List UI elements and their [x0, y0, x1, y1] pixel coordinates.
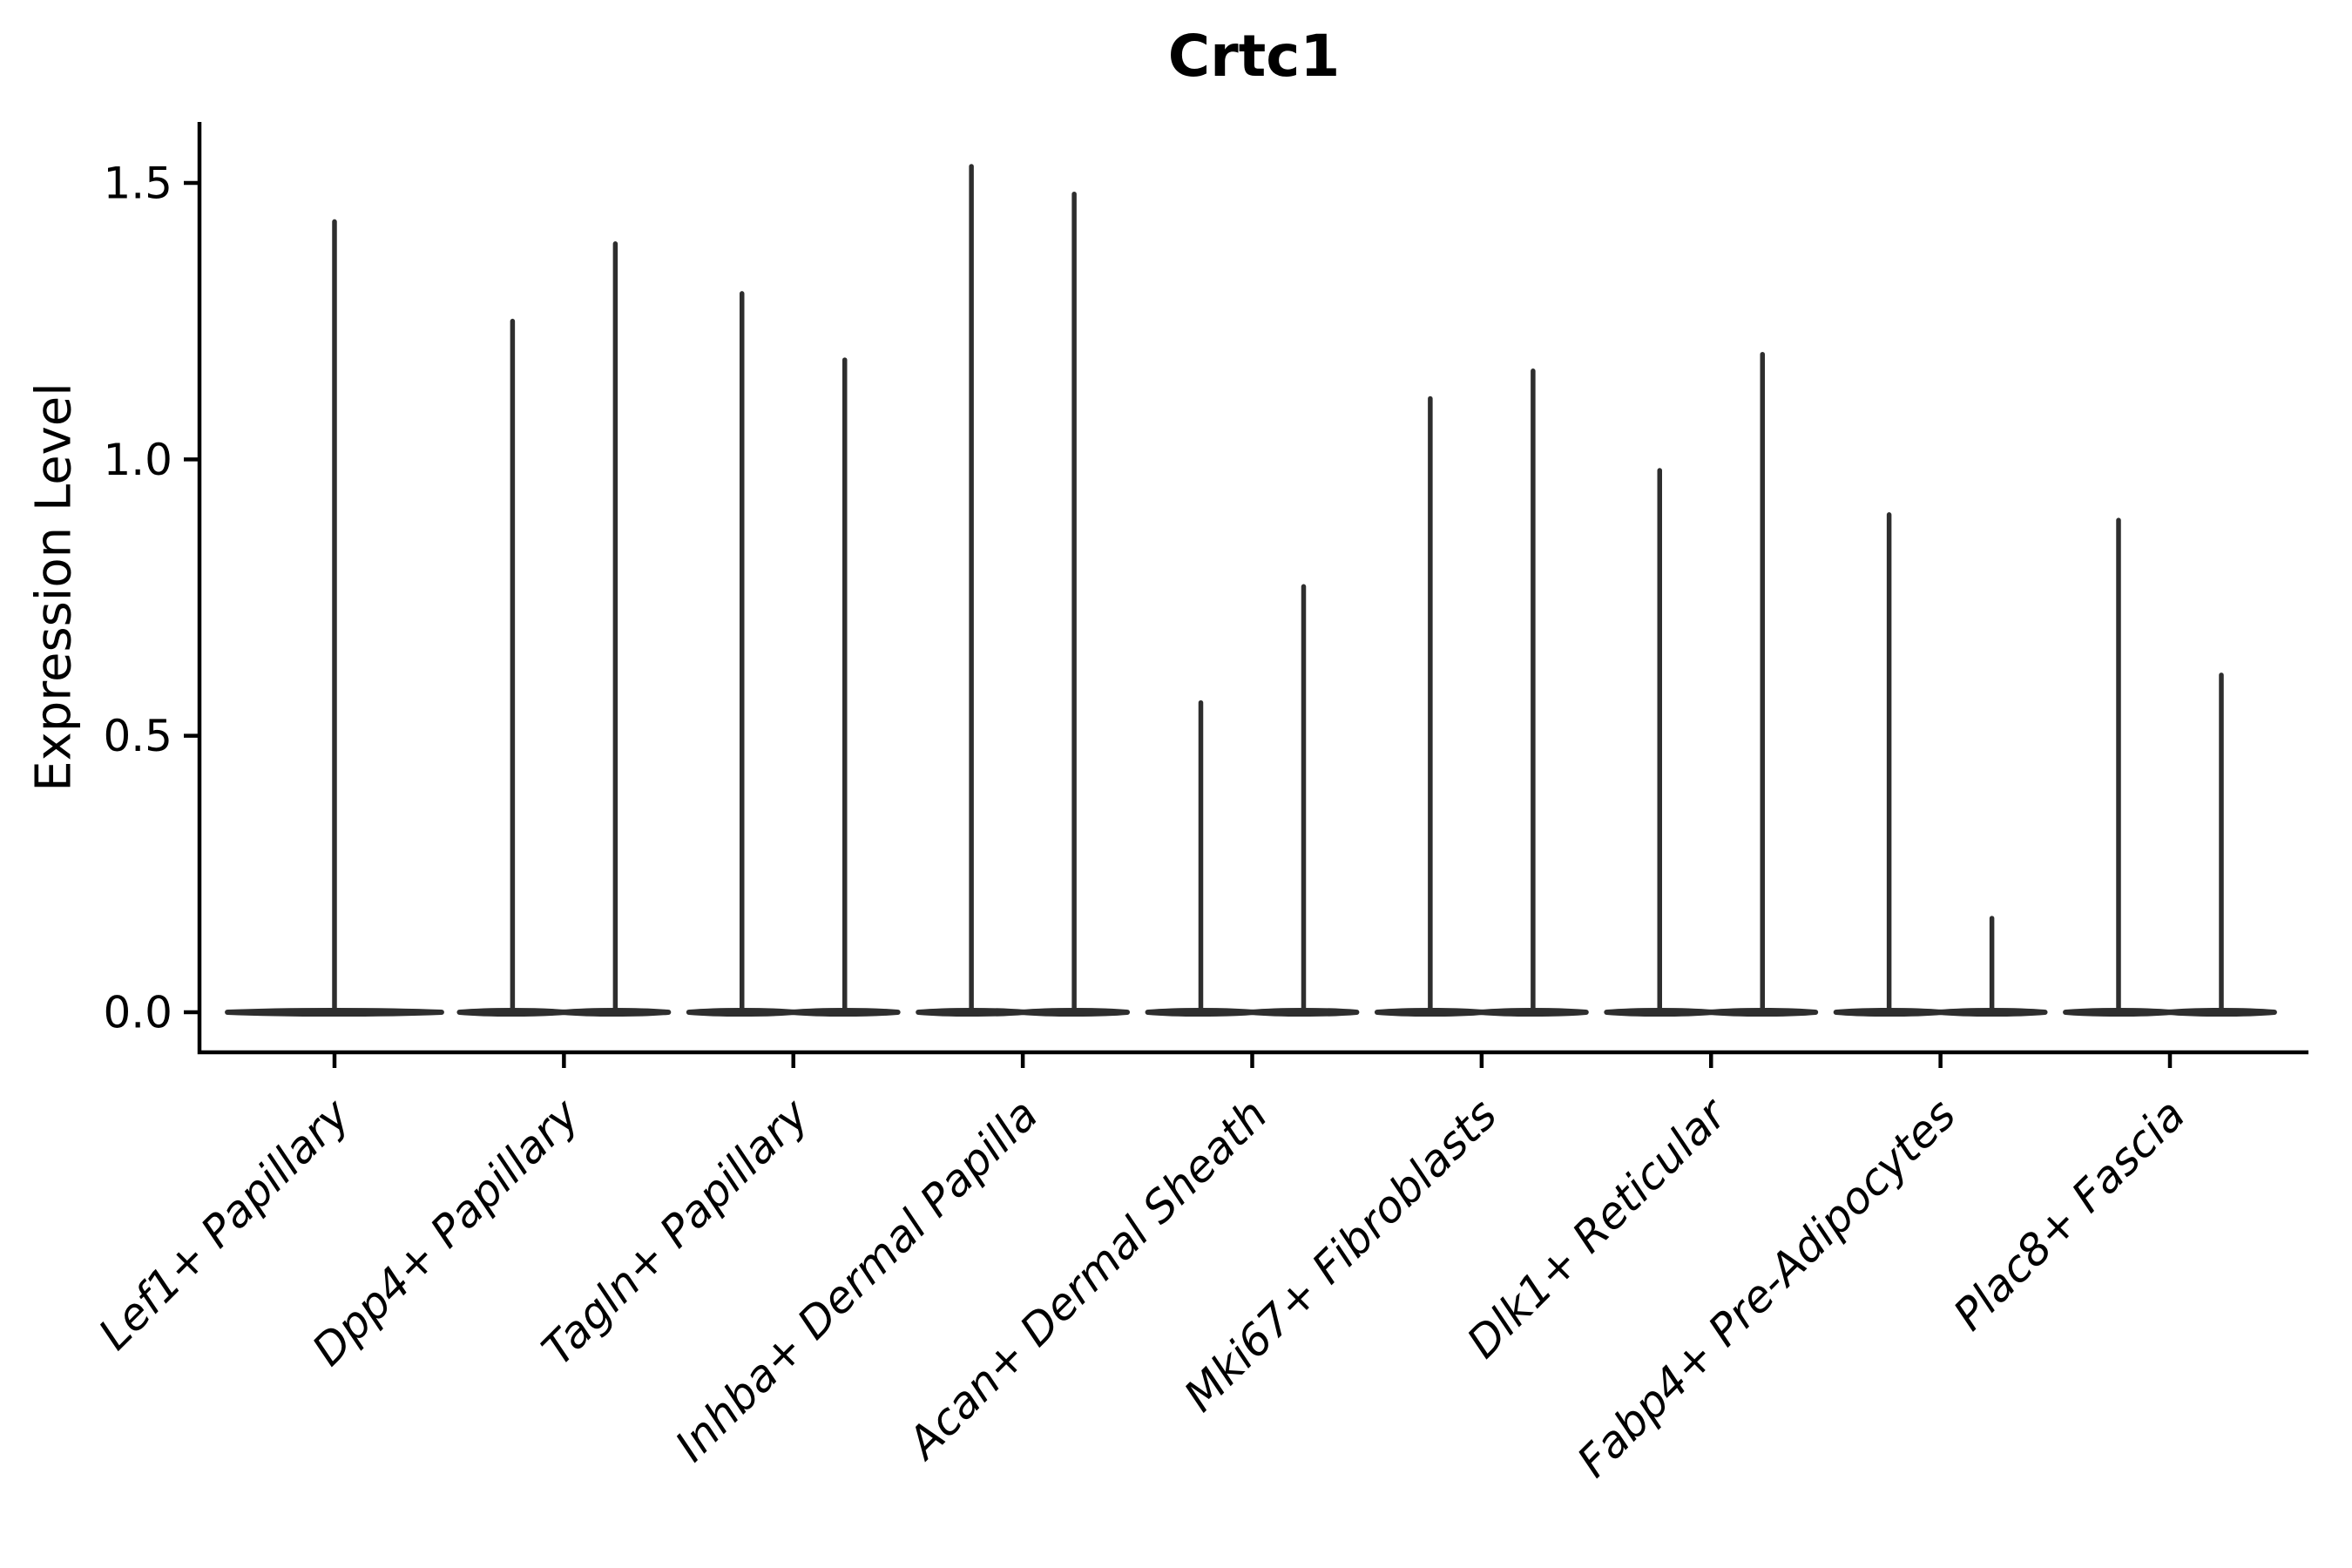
x-tick-label-3: Inhba+ Dermal Papilla: [666, 1089, 1047, 1470]
x-tick-label-0: Lef1+ Papillary: [89, 1088, 360, 1359]
y-tick-label-3: 1.5: [103, 158, 172, 208]
x-tick-label-8: Plac8+ Fascia: [1944, 1089, 2195, 1340]
x-tick-label-4: Acan+ Dermal Sheath: [896, 1089, 1277, 1470]
y-tick-label-1: 0.5: [103, 711, 172, 761]
axes-spines: [197, 122, 2308, 1055]
chart-title: Crtc1: [1167, 23, 1341, 90]
y-tick-label-0: 0.0: [103, 988, 172, 1038]
x-tick-label-7: Fabp4+ Pre-Adipocytes: [1568, 1089, 1966, 1487]
y-tick-label-2: 1.0: [103, 435, 172, 485]
